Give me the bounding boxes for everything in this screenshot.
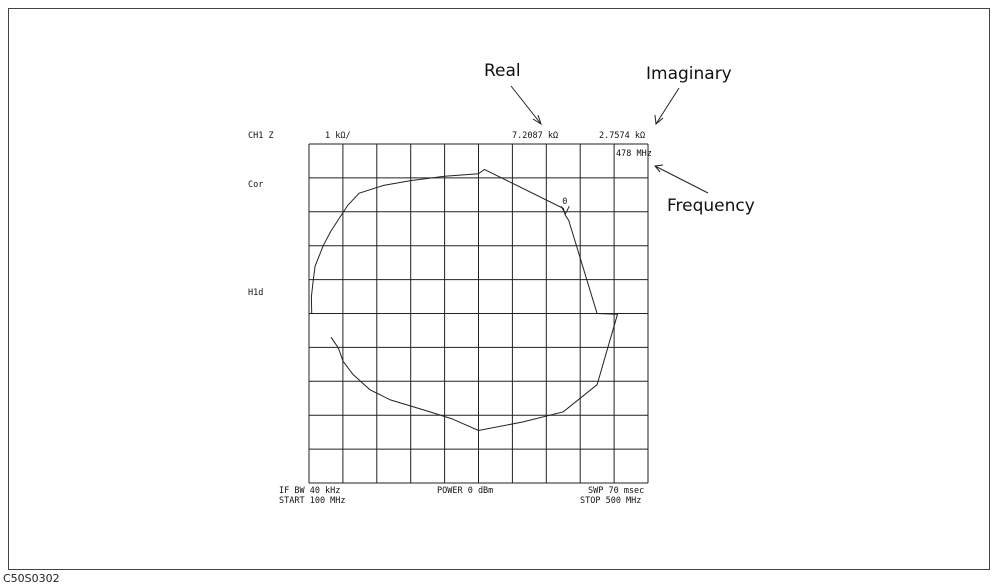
chart-grid (308, 143, 649, 484)
callout-frequency: Frequency (667, 196, 755, 216)
real-readout: 7.2087 kΩ (512, 131, 558, 141)
arrowhead-imaginary (654, 114, 664, 125)
footer-start: START 100 MHz (279, 496, 346, 506)
figure-id: C50S0302 (3, 572, 60, 585)
callout-real: Real (484, 61, 521, 81)
footer-stop: STOP 500 MHz (580, 496, 641, 506)
footer-if-bw: IF BW 40 kHz (279, 486, 340, 496)
scale-label: 1 kΩ/ (325, 131, 351, 141)
arrow-imaginary (655, 87, 680, 125)
callout-imaginary: Imaginary (646, 64, 732, 84)
frequency-readout: 478 MHz (616, 149, 652, 159)
marker-label: 0 (562, 197, 567, 207)
marker-0: 0 (560, 197, 570, 216)
arrowhead-real (532, 114, 542, 126)
figure-frame (8, 8, 990, 570)
imag-readout: 2.7574 kΩ (599, 131, 645, 141)
side-label-hld: H1d (248, 288, 263, 298)
channel-label: CH1 Z (248, 131, 274, 141)
footer-power: POWER 0 dBm (437, 486, 493, 496)
side-label-cor: Cor (248, 180, 263, 190)
marker-triangle (560, 205, 570, 216)
callout-arrows (510, 85, 709, 194)
arrowhead-frequency (654, 164, 664, 173)
arrow-real (510, 85, 542, 125)
impedance-trace (310, 168, 619, 432)
arrow-frequency (654, 165, 709, 194)
footer-swp: SWP 70 msec (588, 486, 644, 496)
